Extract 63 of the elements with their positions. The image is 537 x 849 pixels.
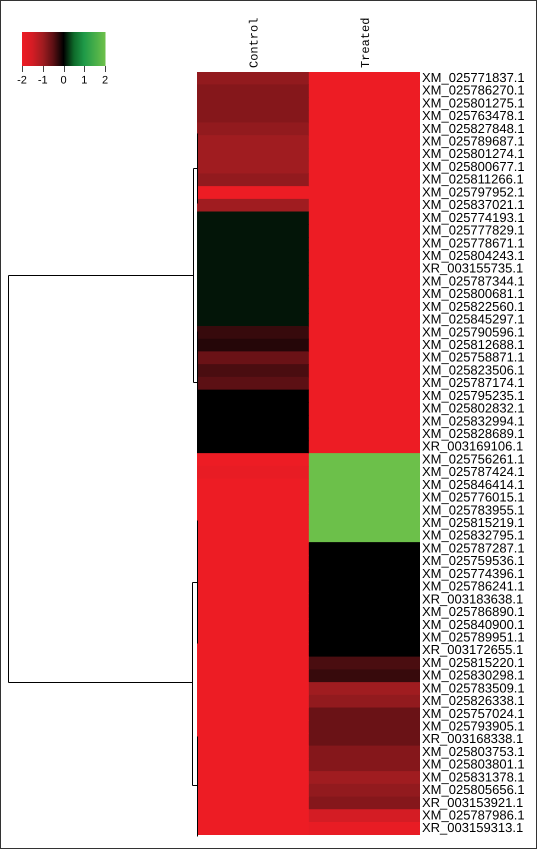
y-tick-label: XM_025826338.1 <box>422 693 525 708</box>
y-tick-label: XM_025786270.1 <box>422 82 525 98</box>
y-tick-label: XM_025778671.1 <box>422 235 525 250</box>
y-tick-label: XM_025846414.1 <box>422 476 525 492</box>
x-tick-label: Control <box>248 18 262 68</box>
color-bar-label: -1 <box>38 74 48 87</box>
y-tick-label: XR_003183638.1 <box>422 591 524 606</box>
y-tick-label: XM_025801274.1 <box>422 146 525 162</box>
y-tick-label: XM_025823506.1 <box>422 362 525 378</box>
y-tick-label: XM_025759536.1 <box>422 553 525 568</box>
color-bar-label: 0 <box>60 74 67 87</box>
y-tick-label: XM_025840900.1 <box>422 616 525 632</box>
y-tick-label: XM_025805656.1 <box>422 782 525 798</box>
y-tick-label: XM_025758871.1 <box>422 350 525 365</box>
color-bar-label: 1 <box>81 74 88 87</box>
y-tick-label: XM_025787344.1 <box>422 273 525 288</box>
y-tick-label: XM_025787986.1 <box>422 808 525 823</box>
y-tick-label: XM_025800681.1 <box>422 286 525 302</box>
y-tick-label: XM_025802832.1 <box>422 400 525 416</box>
y-tick-label: XM_025774396.1 <box>422 566 525 581</box>
y-tick-label: XR_003168338.1 <box>422 731 524 746</box>
y-tick-label: XM_025787174.1 <box>422 375 525 390</box>
color-bar-label: 2 <box>102 74 108 87</box>
y-tick-label: XM_025786241.1 <box>422 578 525 594</box>
y-tick-label: XR_003172655.1 <box>422 642 524 658</box>
y-tick-label: XM_025786890.1 <box>422 604 525 620</box>
y-tick-label: XM_025832994.1 <box>422 413 525 428</box>
y-tick-label: XM_025757024.1 <box>422 706 525 721</box>
y-tick-label: XR_003159313.1 <box>422 820 524 836</box>
y-tick-label: XM_025777829.1 <box>422 222 525 238</box>
y-tick-label: XR_003153921.1 <box>422 794 524 810</box>
y-tick-label: XM_025837021.1 <box>422 197 525 212</box>
y-tick-label: XM_025797952.1 <box>422 184 525 200</box>
y-tick-label: XM_025776015.1 <box>422 490 525 505</box>
y-tick-label: XM_025787424.1 <box>422 464 525 480</box>
y-tick-label: XM_025774193.1 <box>422 210 525 225</box>
y-tick-label: XM_025828689.1 <box>422 426 525 442</box>
y-tick-label: XM_025815219.1 <box>422 515 525 530</box>
y-tick-label: XM_025815220.1 <box>422 654 525 670</box>
y-tick-label: XM_025822560.1 <box>422 298 525 314</box>
y-tick-label: XM_025827848.1 <box>422 120 525 136</box>
y-tick-label: XM_025787287.1 <box>422 540 525 556</box>
y-tick-label: XM_025803801.1 <box>422 756 525 772</box>
y-tick-label: XM_025789687.1 <box>422 134 525 149</box>
y-tick-label: XM_025783509.1 <box>422 680 525 696</box>
y-tick-label: XM_025795235.1 <box>422 388 525 403</box>
y-tick-label: XM_025771837.1 <box>422 70 525 85</box>
y-tick-label: XM_025831378.1 <box>422 769 525 784</box>
y-tick-label: XM_025783955.1 <box>422 502 525 518</box>
y-tick-label: XM_025803753.1 <box>422 744 525 759</box>
y-tick-label: XR_003155735.1 <box>422 260 524 276</box>
y-tick-label: XM_025763478.1 <box>422 108 525 124</box>
y-tick-label: XM_025756261.1 <box>422 451 525 466</box>
y-tick-label: XM_025800677.1 <box>422 158 525 174</box>
y-tick-label: XM_025845297.1 <box>422 312 525 327</box>
y-tick-label: XM_025830298.1 <box>422 668 525 683</box>
x-tick-label: Treated <box>359 18 374 68</box>
y-tick-label: XM_025811266.1 <box>422 172 524 187</box>
y-tick-label: XM_025790596.1 <box>422 324 525 340</box>
color-bar-label: -2 <box>17 74 27 87</box>
y-tick-label: XR_003169106.1 <box>422 438 524 454</box>
y-tick-label: XM_025801275.1 <box>422 95 525 110</box>
y-tick-label: XM_025832795.1 <box>422 528 525 543</box>
